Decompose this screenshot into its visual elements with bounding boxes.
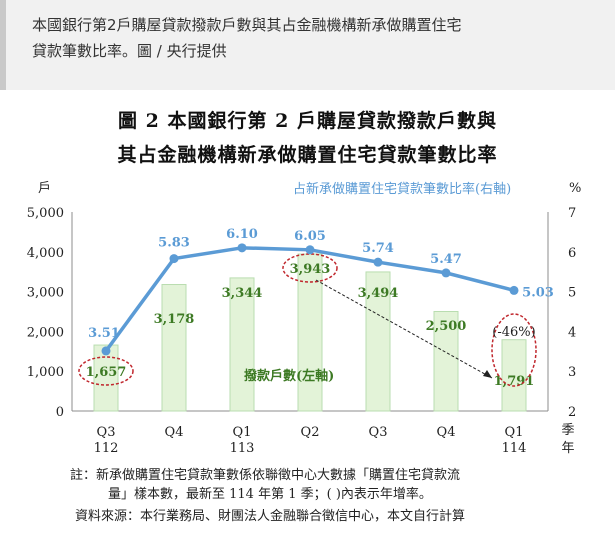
ratio-value-label: 5.03 (522, 285, 554, 300)
bar (229, 277, 255, 412)
x-category-label: Q3 (97, 425, 116, 440)
chart-title-line-2: 其占金融機構新承做購置住宅貸款筆數比率 (117, 144, 498, 166)
bar-series-label: 撥款戶數(左軸) (244, 368, 334, 384)
left-axis-tick-label: 1,000 (27, 365, 64, 380)
ratio-point (169, 254, 179, 264)
x-category-label: Q4 (437, 425, 456, 440)
ratio-series-label: 占新承做購置住宅貸款筆數比率(右軸) (293, 181, 511, 197)
bar (161, 284, 187, 412)
note-line-2: 量」樣本數，最新至 114 年第 1 季；( )內表示年增率。 (108, 487, 432, 502)
bar (501, 339, 527, 412)
x-category-label: Q3 (369, 425, 388, 440)
highlight-ellipse (491, 313, 537, 387)
bar-value-label: 3,178 (154, 312, 195, 327)
right-axis-tick-label: 5 (568, 286, 576, 301)
bar-value-label: 2,500 (426, 319, 467, 334)
left-axis-tick-label: 5,000 (27, 206, 64, 221)
ratio-point (509, 285, 519, 295)
x-category-label: Q2 (301, 425, 320, 440)
left-axis-tick-label: 2,000 (27, 325, 64, 340)
left-axis-tick-label: 0 (56, 405, 64, 420)
x-axis-unit-year: 年 (561, 441, 574, 456)
caption-box: 本國銀行第2戶購屋貸款撥款戶數與其占金融機構新承做購置住宅 貸款筆數比率。圖 /… (0, 0, 615, 90)
ratio-point (101, 346, 111, 356)
bar-value-label: 3,344 (222, 286, 263, 301)
x-category-label: Q4 (165, 425, 184, 440)
highlight-ellipse (78, 356, 134, 386)
caption-line-1: 本國銀行第2戶購屋貸款撥款戶數與其占金融機構新承做購置住宅 (32, 16, 462, 34)
ratio-point (373, 257, 383, 267)
change-annotation: (-46%) (492, 325, 535, 340)
note-line-1: 註：新承做購置住宅貸款筆數係依聯徵中心大數據「購置住宅貸款流 (70, 468, 461, 483)
x-category-label: Q1 (233, 425, 252, 440)
ratio-point (441, 268, 451, 278)
left-axis-tick-label: 4,000 (27, 246, 64, 261)
ratio-value-label: 5.47 (430, 252, 462, 267)
bar (433, 311, 459, 412)
right-axis-tick-label: 6 (568, 246, 576, 261)
x-year-label: 112 (94, 441, 119, 456)
right-axis-tick-label: 3 (568, 365, 576, 380)
ratio-value-label: 3.51 (88, 326, 120, 341)
x-axis-unit-quarter: 季 (561, 423, 574, 438)
x-year-label: 113 (230, 441, 255, 456)
ratio-point (305, 245, 315, 255)
x-category-label: Q1 (505, 425, 524, 440)
ratio-value-label: 6.10 (226, 227, 258, 242)
chart-title-line-1: 圖 2 本國銀行第 2 戶購屋貸款撥款戶數與 (118, 110, 497, 132)
trend-arrow-line (315, 279, 493, 379)
source-line: 資料來源：本行業務局、財團法人金融聯合徵信中心，本文自行計算 (75, 509, 466, 524)
ratio-value-label: 5.74 (362, 241, 394, 256)
ratio-point (237, 243, 247, 253)
bar-value-label: 3,494 (358, 286, 399, 301)
bar-value-label: 1,791 (494, 374, 535, 389)
x-year-label: 114 (502, 441, 527, 456)
right-axis-tick-label: 2 (568, 405, 576, 420)
bar-value-label: 3,943 (290, 262, 331, 277)
right-axis-tick-label: 7 (568, 206, 576, 221)
bar (297, 253, 323, 412)
right-axis-tick-label: 4 (568, 325, 576, 340)
ratio-value-label: 5.83 (158, 236, 190, 251)
left-axis-unit: 戶 (38, 181, 51, 196)
bar (365, 271, 391, 412)
trend-arrow-head (483, 370, 492, 378)
caption-line-2: 貸款筆數比率。圖 / 央行提供 (32, 42, 227, 60)
bar (93, 344, 119, 412)
ratio-value-label: 6.05 (294, 229, 326, 244)
right-axis-unit: % (569, 181, 581, 196)
highlight-ellipse (282, 253, 338, 283)
left-axis-tick-label: 3,000 (27, 286, 64, 301)
bar-value-label: 1,657 (86, 365, 127, 380)
